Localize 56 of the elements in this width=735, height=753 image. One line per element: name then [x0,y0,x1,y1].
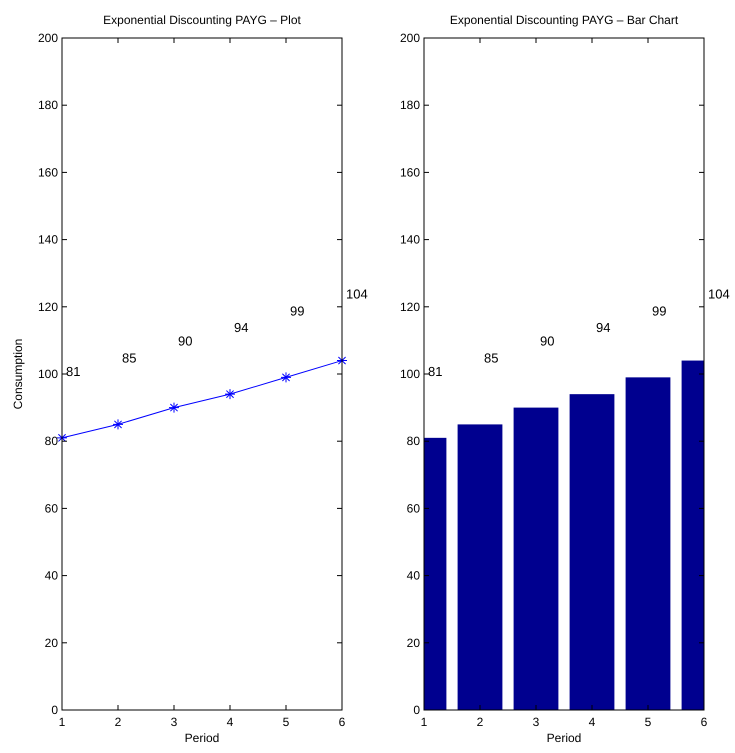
y-tick-label: 60 [44,501,58,516]
point [280,372,292,383]
x-axis-title: Period [546,731,582,745]
x-tick-label: 6 [700,715,708,729]
point [112,418,124,430]
text: 104 [708,286,730,302]
annotation: 85 [122,350,136,366]
x-tick-label: 1 [420,715,428,729]
y-tick-label: 40 [44,568,58,583]
x-tick-label: 2 [114,715,122,729]
chart-title: Exponential Discounting PAYG – Plot [103,13,302,27]
y-tick-label: 200 [38,31,58,45]
x-tick-label: 3 [170,715,178,729]
y-tick-label: 100 [38,367,58,381]
annotation: 94 [596,320,610,336]
y-tick-label: 140 [38,232,58,247]
x-tick-label: 2 [476,715,484,729]
chart-title: Exponential Discounting PAYG – Bar Chart [450,13,679,27]
annotation: 81 [66,364,80,379]
annotation: 81 [428,364,442,379]
annotation: 90 [178,334,192,349]
y-tick-label: 160 [38,165,58,180]
y-tick-label: 200 [400,31,420,45]
y-tick-label: 80 [406,434,420,448]
annotation: 99 [652,303,666,318]
y-tick-label: 20 [44,636,58,650]
text: 104 [346,286,368,302]
x-tick-label: 3 [532,715,540,729]
y-tick-label: 0 [51,703,58,717]
point [224,388,236,400]
point [56,432,68,444]
y-tick-label: 120 [400,300,420,314]
x-tick-label: 4 [588,715,596,729]
y-tick-label: 180 [38,98,58,112]
y-tick-label: 160 [400,165,420,180]
y-tick-label: 0 [413,703,420,717]
y-tick-label: 180 [400,98,420,112]
annotation: 94 [234,320,248,336]
x-tick-label: 1 [58,715,66,729]
y-tick-label: 40 [406,568,420,583]
y-tick-label: 140 [400,232,420,247]
y-tick-label: 60 [406,501,420,516]
x-axis-title: Period [184,731,220,745]
x-tick-label: 5 [644,715,652,729]
annotation: 85 [484,350,498,366]
annotation: 99 [290,303,304,318]
y-axis-title: Consumption [11,338,25,410]
annotation: 90 [540,334,554,349]
x-tick-label: 6 [338,715,346,729]
x-tick-label: 4 [226,715,234,729]
point [168,402,180,414]
y-tick-label: 100 [400,367,420,381]
y-tick-label: 20 [406,636,420,650]
y-tick-label: 80 [44,434,58,448]
y-tick-label: 120 [38,300,58,314]
x-tick-label: 5 [282,715,290,729]
